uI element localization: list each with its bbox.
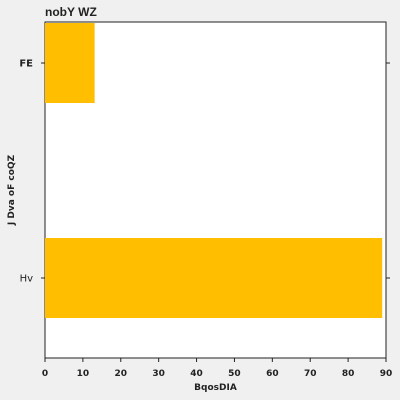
- x-tick-label: 40: [190, 369, 203, 379]
- category-label-fe: FE: [19, 59, 33, 70]
- x-tick-label: 60: [266, 369, 279, 379]
- bar-fe: [45, 23, 95, 103]
- x-tick-label: 70: [304, 369, 317, 379]
- bar-hv: [45, 238, 383, 318]
- x-tick-label: 50: [228, 369, 241, 379]
- x-tick-label: 10: [77, 369, 90, 379]
- x-tick-label: 90: [380, 369, 393, 379]
- x-tick-label: 30: [152, 369, 165, 379]
- x-tick-label: 0: [42, 369, 48, 379]
- chart-title: nobY WZ: [45, 5, 97, 19]
- category-label-hv: Hv: [20, 274, 34, 285]
- y-axis-label: J Dva oF coQZ: [7, 154, 17, 226]
- x-tick-label: 80: [342, 369, 355, 379]
- x-tick-label: 20: [115, 369, 128, 379]
- x-axis-label: BqosDIA: [194, 383, 237, 393]
